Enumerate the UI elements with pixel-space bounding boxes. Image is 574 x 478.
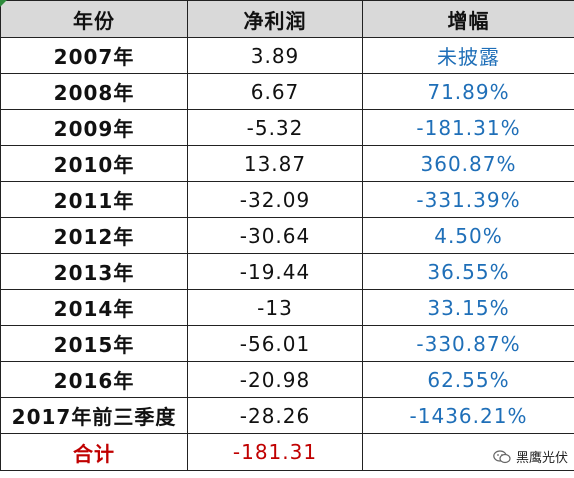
table-row: 2009年 -5.32 -181.31% bbox=[0, 109, 574, 146]
table-row: 2011年 -32.09 -331.39% bbox=[0, 181, 574, 218]
year-cell[interactable]: 2010年 bbox=[0, 145, 188, 182]
year-cell[interactable]: 2009年 bbox=[0, 109, 188, 146]
table-row: 2017年前三季度 -28.26 -1436.21% bbox=[0, 397, 574, 434]
year-cell[interactable]: 2014年 bbox=[0, 289, 188, 326]
table-row: 2007年 3.89 未披露 bbox=[0, 37, 574, 74]
cell-corner-marker bbox=[0, 0, 7, 7]
year-cell[interactable]: 2011年 bbox=[0, 181, 188, 218]
table-row: 2015年 -56.01 -330.87% bbox=[0, 325, 574, 362]
table-row: 2008年 6.67 71.89% bbox=[0, 73, 574, 110]
profit-cell[interactable]: -19.44 bbox=[187, 253, 363, 290]
watermark-text: 黑鹰光伏 bbox=[515, 451, 568, 466]
profit-cell[interactable]: -13 bbox=[187, 289, 363, 326]
year-cell[interactable]: 2016年 bbox=[0, 361, 188, 398]
growth-cell[interactable]: 33.15% bbox=[362, 289, 574, 326]
wechat-icon bbox=[493, 449, 511, 463]
header-row: 年份 净利润 增幅 bbox=[0, 0, 574, 38]
profit-cell[interactable]: -5.32 bbox=[187, 109, 363, 146]
growth-cell[interactable]: 71.89% bbox=[362, 73, 574, 110]
header-growth[interactable]: 增幅 bbox=[362, 0, 574, 38]
total-growth[interactable] bbox=[362, 433, 574, 471]
year-cell[interactable]: 2008年 bbox=[0, 73, 188, 110]
growth-cell[interactable]: 36.55% bbox=[362, 253, 574, 290]
table-row: 2013年 -19.44 36.55% bbox=[0, 253, 574, 290]
year-cell[interactable]: 2012年 bbox=[0, 217, 188, 254]
growth-cell[interactable]: -331.39% bbox=[362, 181, 574, 218]
growth-cell[interactable]: 360.87% bbox=[362, 145, 574, 182]
year-cell[interactable]: 2015年 bbox=[0, 325, 188, 362]
growth-cell[interactable]: -1436.21% bbox=[362, 397, 574, 434]
header-year[interactable]: 年份 bbox=[0, 0, 188, 38]
growth-cell[interactable]: -330.87% bbox=[362, 325, 574, 362]
profit-cell[interactable]: -20.98 bbox=[187, 361, 363, 398]
profit-cell[interactable]: -56.01 bbox=[187, 325, 363, 362]
profit-cell[interactable]: -28.26 bbox=[187, 397, 363, 434]
growth-cell[interactable]: 未披露 bbox=[362, 37, 574, 74]
total-label[interactable]: 合计 bbox=[0, 433, 188, 471]
profit-cell[interactable]: 6.67 bbox=[187, 73, 363, 110]
profit-cell[interactable]: -30.64 bbox=[187, 217, 363, 254]
year-cell[interactable]: 2017年前三季度 bbox=[0, 397, 188, 434]
table-row: 2012年 -30.64 4.50% bbox=[0, 217, 574, 254]
year-cell[interactable]: 2007年 bbox=[0, 37, 188, 74]
year-cell[interactable]: 2013年 bbox=[0, 253, 188, 290]
growth-cell[interactable]: 62.55% bbox=[362, 361, 574, 398]
watermark: 黑鹰光伏 bbox=[493, 447, 568, 466]
table-row: 2014年 -13 33.15% bbox=[0, 289, 574, 326]
table-row: 2010年 13.87 360.87% bbox=[0, 145, 574, 182]
header-profit[interactable]: 净利润 bbox=[187, 0, 363, 38]
table-row: 2016年 -20.98 62.55% bbox=[0, 361, 574, 398]
profit-cell[interactable]: 13.87 bbox=[187, 145, 363, 182]
total-profit[interactable]: -181.31 bbox=[187, 433, 363, 471]
profit-cell[interactable]: 3.89 bbox=[187, 37, 363, 74]
growth-cell[interactable]: -181.31% bbox=[362, 109, 574, 146]
growth-cell[interactable]: 4.50% bbox=[362, 217, 574, 254]
profit-cell[interactable]: -32.09 bbox=[187, 181, 363, 218]
total-row: 合计 -181.31 bbox=[0, 433, 574, 471]
